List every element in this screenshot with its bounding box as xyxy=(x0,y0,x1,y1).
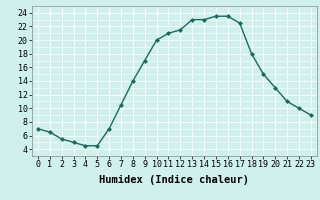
X-axis label: Humidex (Indice chaleur): Humidex (Indice chaleur) xyxy=(100,175,249,185)
